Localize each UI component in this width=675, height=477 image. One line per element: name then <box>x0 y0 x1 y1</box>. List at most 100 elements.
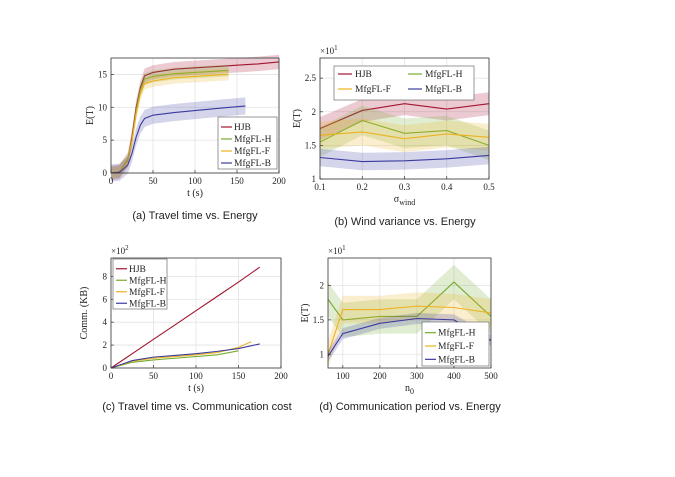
legend-label: MfgFL-F <box>438 341 474 352</box>
y-exponent-power: 1 <box>342 244 346 252</box>
y-tick-label: 5 <box>103 135 108 145</box>
y-tick-label: 1.5 <box>313 315 325 325</box>
x-tick-label: 400 <box>447 371 461 381</box>
chart-caption: (d) Communication period vs. Energy <box>319 401 501 413</box>
confidence-band-hjb <box>320 92 489 141</box>
x-axis-label: n0 <box>405 383 414 396</box>
x-tick-label: 0.5 <box>483 182 495 192</box>
x-tick-label: 0.1 <box>314 182 325 192</box>
x-tick-label: 150 <box>232 371 246 381</box>
legend-label: MfgFL-F <box>355 84 391 95</box>
x-tick-label: 100 <box>189 371 203 381</box>
x-tick-label: 500 <box>484 371 498 381</box>
y-exponent-label: ×101 <box>328 244 346 256</box>
y-tick-label: 2 <box>312 107 317 117</box>
x-tick-label: 100 <box>336 371 350 381</box>
y-tick-label: 0 <box>103 168 108 178</box>
x-tick-label: 100 <box>188 176 202 186</box>
x-tick-label: 0.4 <box>441 182 453 192</box>
y-tick-label: 1 <box>312 174 317 184</box>
chart-panel-4: 100 200 300 400 500 1 1.5 2 ×101 n0 E(T) (d) Commun… <box>300 244 501 413</box>
y-tick-label: 2 <box>103 340 108 350</box>
legend: MfgFL-H MfgFL-F MfgFL-B <box>421 321 490 367</box>
x-tick-label: 50 <box>149 176 159 186</box>
series-line-mfgfl-h <box>110 69 229 174</box>
legend-label: HJB <box>355 70 372 80</box>
x-tick-label: 200 <box>272 176 286 186</box>
legend-box <box>217 116 278 170</box>
legend-label: MfgFL-F <box>234 146 270 157</box>
y-tick-label: 10 <box>98 102 108 112</box>
legend-label: MfgFL-H <box>129 275 167 286</box>
y-tick-label: 4 <box>103 317 108 327</box>
legend-label: MfgFL-B <box>425 84 462 95</box>
y-axis-label: E(T) <box>292 109 303 128</box>
legend-label: MfgFL-B <box>234 158 271 169</box>
x-axis-label: t (s) <box>188 383 204 394</box>
x-axis-label: σwind <box>394 194 415 207</box>
y-tick-label: 1 <box>320 349 325 359</box>
series-line-mfgfl-b <box>319 154 490 163</box>
series-line-mfgfl-f <box>319 131 490 140</box>
legend-label: MfgFL-B <box>438 354 475 365</box>
legend-box <box>421 321 490 367</box>
x-tick-label: 0 <box>109 371 114 381</box>
legend-label: MfgFL-H <box>438 328 476 339</box>
y-tick-label: 2.5 <box>305 73 317 83</box>
series-line-mfgfl-b <box>110 343 260 369</box>
confidence-band-hjb <box>111 54 279 181</box>
y-tick-label: 15 <box>98 69 108 79</box>
y-axis-label: E(T) <box>300 304 311 323</box>
confidence-band-mfgfl-f <box>320 118 489 153</box>
y-exponent-label: ×101 <box>320 44 338 56</box>
confidence-band-mfgfl-h <box>328 264 491 338</box>
confidence-band-mfgfl-b <box>320 146 489 171</box>
x-tick-label: 200 <box>373 371 387 381</box>
series-line-hjb <box>110 266 261 369</box>
x-axis-label-sub: wind <box>399 198 415 207</box>
legend: HJB MfgFL-H MfgFL-F MfgFL-B <box>333 65 475 101</box>
legend-box <box>112 258 168 310</box>
y-tick-label: 1.5 <box>305 140 317 150</box>
x-tick-label: 150 <box>230 176 244 186</box>
legend-label: MfgFL-H <box>425 69 463 80</box>
x-axis-label-sub: 0 <box>410 387 414 396</box>
y-axis-label: E(T) <box>85 106 96 125</box>
axes-box <box>327 257 492 369</box>
y-axis-label: Comm. (KB) <box>79 287 90 340</box>
chart-panel-2: 0.1 0.2 0.3 0.4 0.5 1 1.5 2 2.5 ×101 σwind E(T) (b) … <box>292 44 495 228</box>
x-tick-label: 50 <box>149 371 159 381</box>
series-line-mfgfl-b <box>110 105 246 174</box>
x-tick-label: 0.3 <box>399 182 411 192</box>
legend-label: MfgFL-F <box>129 287 165 298</box>
y-tick-label: 0 <box>103 363 108 373</box>
y-exponent-power: 2 <box>125 244 129 252</box>
x-tick-label: 0.2 <box>357 182 368 192</box>
legend-label: MfgFL-B <box>129 298 166 309</box>
chart-panel-1: 0 50 100 150 200 0 5 10 15 t (s) E(T) (a) Travel ti… <box>85 54 286 222</box>
y-tick-label: 2 <box>320 281 325 291</box>
series-line-mfgfl-f <box>110 341 252 369</box>
x-tick-label: 300 <box>410 371 424 381</box>
series-line-mfgfl-f <box>110 73 229 174</box>
x-tick-label: 200 <box>274 371 288 381</box>
chart-panel-3: 0 50 100 150 200 0 2 4 6 8 ×102 t (s) Comm. (KB) (c) … <box>79 244 292 413</box>
x-tick-label: 0 <box>109 176 114 186</box>
chart-caption: (b) Wind variance vs. Energy <box>334 216 476 228</box>
confidence-band-mfgfl-f <box>328 292 491 368</box>
y-exponent-power: 1 <box>334 44 338 52</box>
y-exponent-label: ×102 <box>111 244 129 256</box>
legend-box <box>333 65 475 101</box>
chart-caption: (a) Travel time vs. Energy <box>132 210 258 222</box>
y-tick-label: 6 <box>103 294 108 304</box>
series-line-hjb <box>319 103 490 130</box>
x-axis-label: t (s) <box>187 188 203 199</box>
chart-caption: (c) Travel time vs. Communication cost <box>102 401 292 413</box>
y-tick-label: 8 <box>103 271 108 281</box>
legend-label: HJB <box>234 123 251 133</box>
legend-label: HJB <box>129 265 146 275</box>
legend-label: MfgFL-H <box>234 134 272 145</box>
